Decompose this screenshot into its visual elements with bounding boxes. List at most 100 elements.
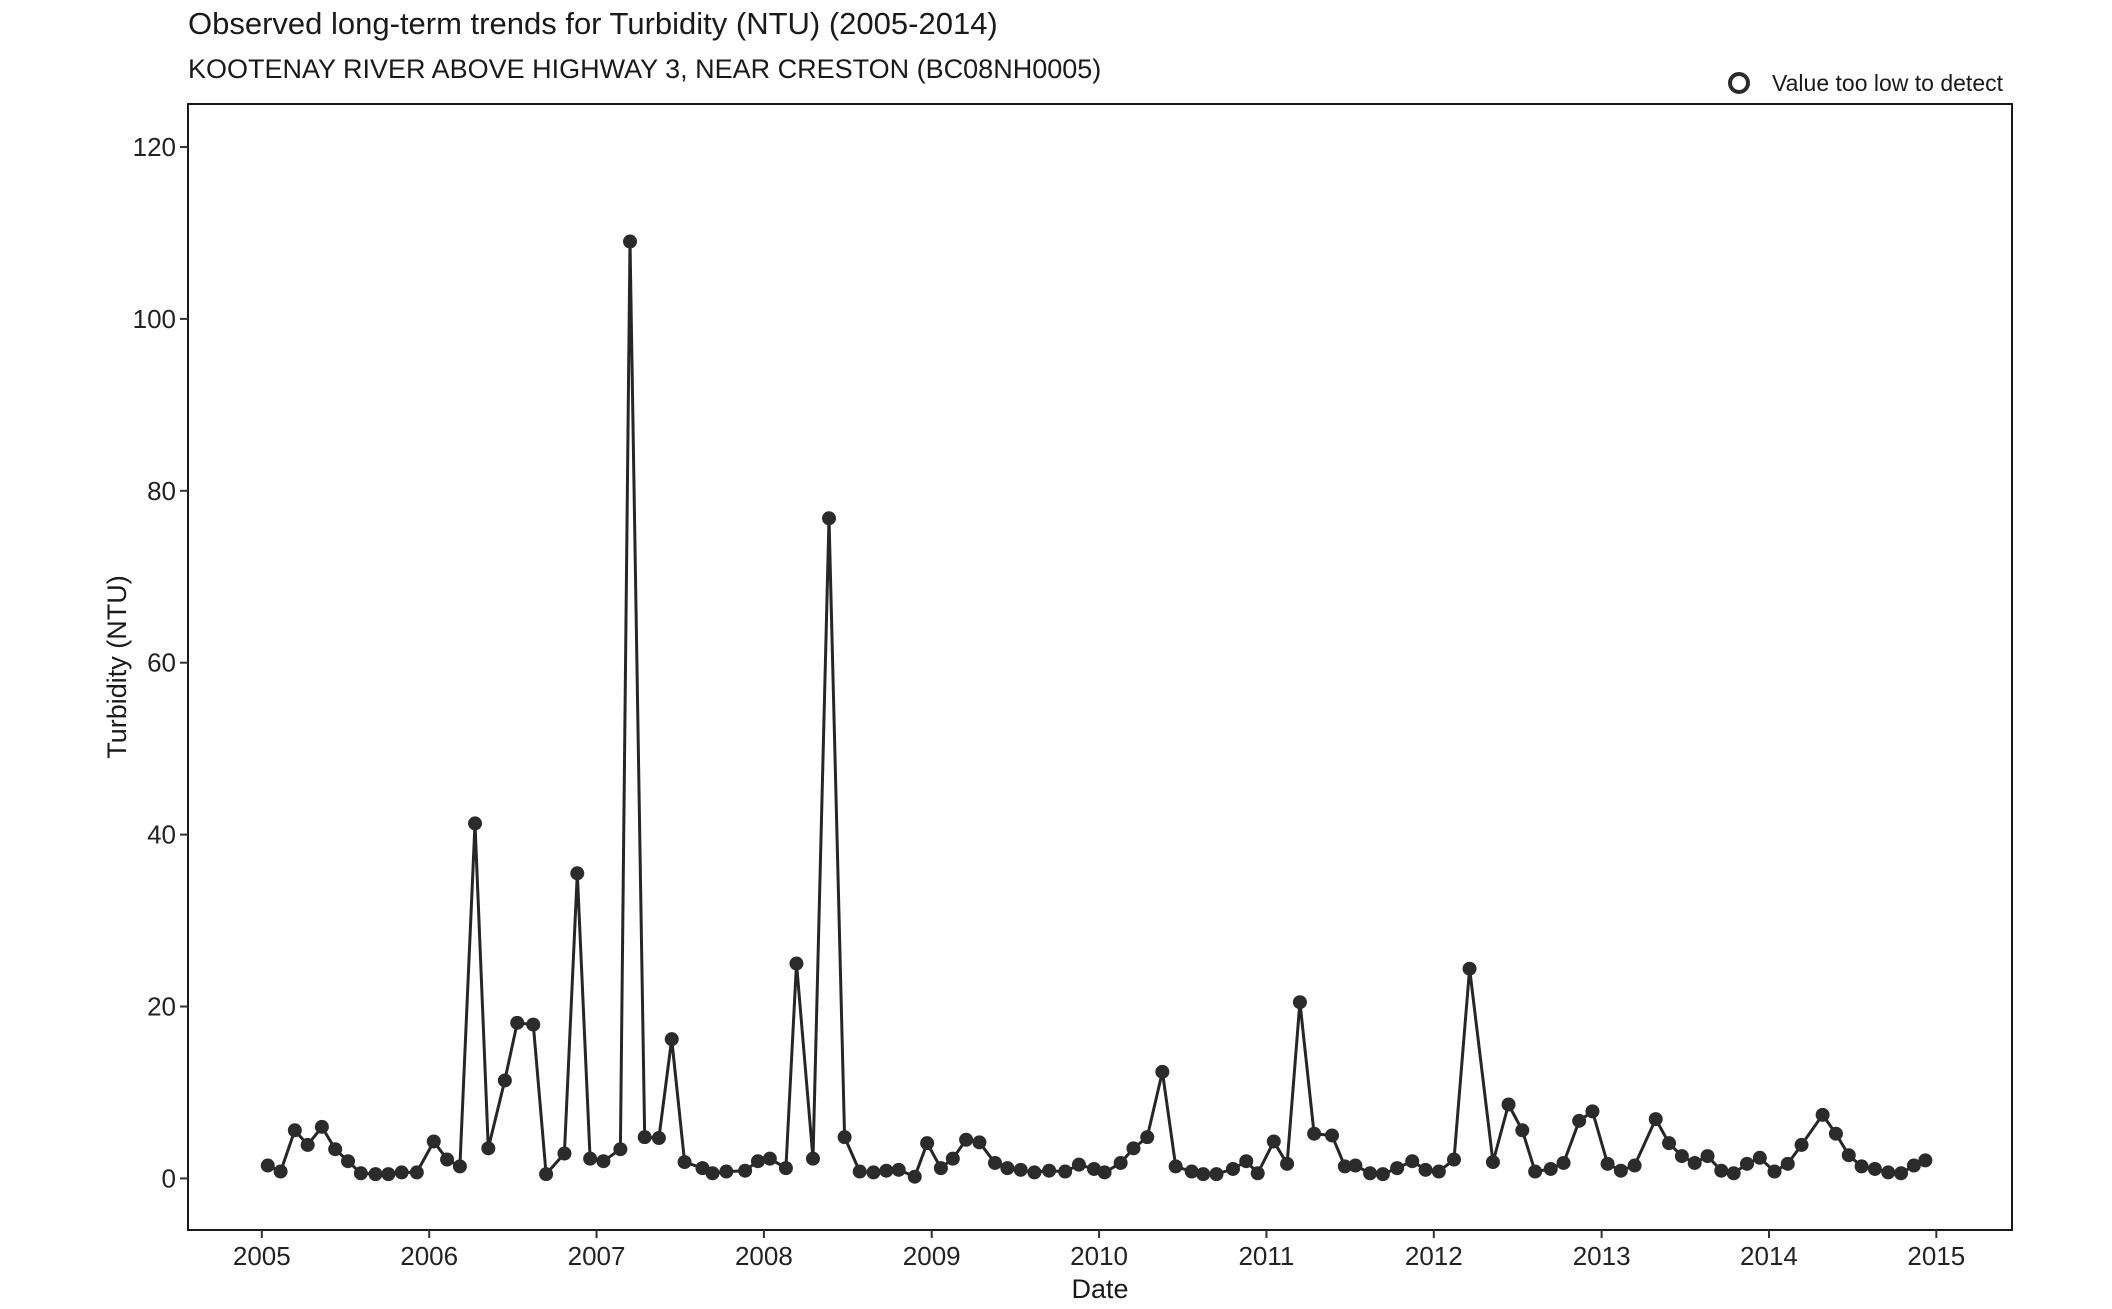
x-tick-label: 2007 [568, 1241, 626, 1271]
y-axis-title: Turbidity (NTU) [102, 575, 132, 759]
y-tick-label: 80 [147, 476, 176, 506]
data-point [1325, 1128, 1340, 1143]
data-point [822, 511, 837, 526]
data-point [328, 1142, 343, 1157]
x-tick-label: 2014 [1740, 1241, 1798, 1271]
data-point [1613, 1163, 1628, 1178]
data-point [907, 1169, 922, 1184]
data-point [426, 1134, 441, 1149]
data-point [1906, 1158, 1921, 1173]
data-point [1700, 1149, 1715, 1164]
data-point [1894, 1166, 1909, 1181]
data-point [623, 234, 638, 249]
data-point [1543, 1161, 1558, 1176]
data-point [1209, 1167, 1224, 1182]
data-point [1794, 1137, 1809, 1152]
x-tick-label: 2013 [1573, 1241, 1631, 1271]
data-point [409, 1165, 424, 1180]
y-tick-label: 20 [147, 992, 176, 1022]
data-point [1431, 1164, 1446, 1179]
x-tick-label: 2009 [903, 1241, 961, 1271]
data-point [260, 1158, 275, 1173]
data-point [557, 1146, 572, 1161]
x-tick-label: 2010 [1070, 1241, 1128, 1271]
data-point [570, 866, 585, 881]
data-point [1280, 1156, 1295, 1171]
data-point [613, 1142, 628, 1157]
data-point [1714, 1163, 1729, 1178]
data-point [789, 956, 804, 971]
data-point [1501, 1097, 1516, 1112]
data-point [1815, 1107, 1830, 1122]
data-point [1058, 1164, 1073, 1179]
data-point [1292, 995, 1307, 1010]
data-point [394, 1165, 409, 1180]
x-axis-title: Date [1071, 1274, 1128, 1304]
data-point [526, 1017, 541, 1032]
data-point [1168, 1159, 1183, 1174]
data-point [920, 1136, 935, 1151]
data-point [341, 1154, 356, 1169]
data-point [368, 1167, 383, 1182]
data-point [381, 1167, 396, 1182]
data-point [1648, 1112, 1663, 1127]
data-point [1600, 1156, 1615, 1171]
data-point [353, 1166, 368, 1181]
x-tick-label: 2011 [1238, 1241, 1294, 1271]
data-point [762, 1151, 777, 1166]
data-point [1225, 1161, 1240, 1176]
data-point [1405, 1154, 1420, 1169]
data-point [1767, 1164, 1782, 1179]
data-point [497, 1073, 512, 1088]
data-point [933, 1161, 948, 1176]
data-point [1087, 1161, 1102, 1176]
data-point [1867, 1161, 1882, 1176]
x-tick-label: 2008 [735, 1241, 793, 1271]
data-point [287, 1123, 302, 1138]
data-point [1918, 1153, 1933, 1168]
data-point [1881, 1165, 1896, 1180]
data-point [440, 1152, 455, 1167]
y-tick-label: 120 [133, 132, 176, 162]
data-point [1528, 1164, 1543, 1179]
data-point [837, 1130, 852, 1145]
data-point [1126, 1141, 1141, 1156]
data-point [805, 1151, 820, 1166]
data-point [1184, 1164, 1199, 1179]
data-point [1515, 1123, 1530, 1138]
x-axis: 2005 2006 2007 2008 2009 2010 2011 2012 2013 2014… [233, 1230, 1965, 1271]
data-point [852, 1164, 867, 1179]
data-point [596, 1154, 611, 1169]
data-point [1155, 1064, 1170, 1079]
data-point [677, 1155, 692, 1170]
y-tick-label: 40 [147, 820, 176, 850]
data-point [1687, 1155, 1702, 1170]
data-point [1375, 1167, 1390, 1182]
data-point [1390, 1161, 1405, 1176]
data-point [1585, 1104, 1600, 1119]
data-point [651, 1131, 666, 1146]
data-point [300, 1137, 315, 1152]
data-point [1828, 1126, 1843, 1141]
data-point [452, 1159, 467, 1174]
data-point [1485, 1155, 1500, 1170]
y-axis: 0 20 40 60 80 100 120 [133, 132, 188, 1193]
data-point [539, 1167, 554, 1182]
data-point [1446, 1152, 1461, 1167]
data-point [1556, 1155, 1571, 1170]
data-point [664, 1032, 679, 1047]
data-point [1027, 1165, 1042, 1180]
data-point [1780, 1156, 1795, 1171]
x-tick-label: 2005 [233, 1241, 291, 1271]
y-tick-label: 60 [147, 648, 176, 678]
data-point [987, 1155, 1002, 1170]
data-point [1752, 1150, 1767, 1165]
data-point [705, 1166, 720, 1181]
y-tick-label: 100 [133, 304, 176, 334]
data-point [510, 1015, 525, 1030]
legend: Value too low to detect [1728, 68, 2003, 98]
data-point [1266, 1134, 1281, 1149]
data-point [738, 1163, 753, 1178]
data-point [959, 1132, 974, 1147]
